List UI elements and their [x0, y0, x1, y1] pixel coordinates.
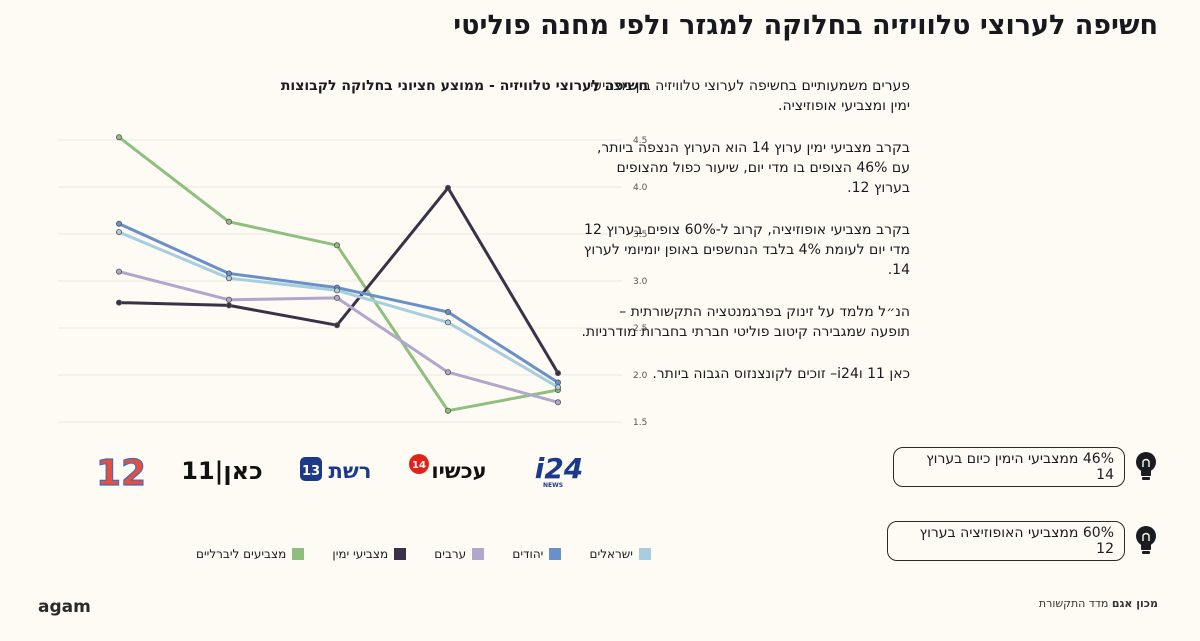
legend-label: מצביעים ליברליים: [196, 547, 287, 561]
data-point: [333, 287, 340, 294]
channel-logo-now14: 14 עכשיו: [409, 454, 487, 483]
data-point: [444, 184, 451, 191]
legend-swatch: [292, 548, 305, 560]
data-point: [333, 294, 340, 301]
series-4: [116, 229, 562, 391]
brand-logo: agam: [38, 597, 91, 617]
lightbulb-icon: [1136, 526, 1156, 554]
channel-logo-kan11: כאן|11: [181, 457, 262, 485]
insight-paragraph: פערים משמעותיים בחשיפה לערוצי טלוויזיה ב…: [590, 78, 910, 114]
insights-text: פערים משמעותיים בחשיפה לערוצי טלוויזיה ב…: [580, 76, 910, 406]
footer-org: מכון אגם: [1111, 597, 1158, 610]
data-point: [116, 299, 123, 306]
data-point: [555, 370, 562, 377]
data-point: [116, 134, 123, 141]
footer-product: מדד התקשורת: [1038, 597, 1109, 610]
legend-label: ערבים: [434, 547, 467, 561]
y-tick-label: 4.5: [633, 136, 647, 146]
data-point: [444, 407, 451, 414]
data-point: [555, 399, 562, 406]
reshet13-badge-shape: [300, 457, 322, 481]
legend-item: מצביעי ימין: [332, 547, 407, 561]
footer-credit: מכון אגם מדד התקשורת: [1039, 597, 1158, 610]
callout-right-voters-14: 46% ממצביעי הימין כיום בערוץ 14: [893, 447, 1125, 487]
legend-item: ערבים: [434, 547, 485, 561]
data-point: [444, 369, 451, 376]
insight-paragraph: בקרב מצביעי אופוזיציה, קרוב ל-60% צופים …: [583, 222, 910, 278]
chart-legend: מצביעים ליברליים מצביעי ימין ערבים יהודי…: [196, 547, 651, 561]
data-point: [116, 220, 123, 227]
data-point: [225, 296, 232, 303]
lightbulb-icon: [1136, 452, 1156, 480]
data-point: [225, 218, 232, 225]
legend-item: יהודים: [512, 547, 562, 561]
callout-text: 60% ממצביעי האופוזיציה בערוץ 12: [919, 525, 1114, 557]
series-line: [118, 136, 559, 413]
insight-paragraph: הנ״ל מלמד על זינוק בפרגמנטציה התקשורתית …: [581, 304, 910, 340]
series-1: [116, 184, 562, 377]
y-tick-label: 2.0: [633, 371, 648, 381]
page-title: חשיפה לערוצי טלוויזיה בחלוקה למגזר ולפי …: [453, 10, 1158, 41]
data-point: [333, 242, 340, 249]
y-tick-label: 3.5: [633, 230, 647, 240]
insight-paragraph: בקרב מצביעי ימין ערוץ 14 הוא הערוץ הנצפה…: [596, 140, 910, 196]
channel-logo-i24-text: i24: [535, 452, 584, 485]
now14-badge-number: 14: [412, 460, 426, 471]
channel-logo-i24-sub: NEWS: [543, 482, 563, 489]
legend-label: יהודים: [512, 547, 544, 561]
legend-item: ישראלים: [590, 547, 651, 561]
callout-opposition-voters-12: 60% ממצביעי האופוזיציה בערוץ 12: [887, 521, 1125, 561]
data-point: [444, 308, 451, 315]
series-line: [118, 230, 559, 389]
channel-logo-i24: i24 NEWS: [535, 452, 584, 489]
y-axis: 1.5 2.0 2.5 3.0 3.5 4.0 4.5: [633, 136, 648, 428]
legend-swatch: [549, 548, 562, 560]
data-point: [444, 319, 451, 326]
data-point: [333, 322, 340, 329]
legend-swatch: [472, 548, 485, 560]
insight-paragraph: כאן 11 וi24– זוכים לקונצנזוס הגבוה ביותר…: [652, 366, 910, 382]
chart-title: חשיפה לערוצי טלוויזיה - ממוצע חציוני בחל…: [280, 78, 648, 94]
channel-logo-now14-text: עכשיו: [431, 459, 486, 483]
callout-text: 46% ממצביעי הימין כיום בערוץ 14: [926, 451, 1114, 483]
data-point: [116, 268, 123, 275]
series-0: [116, 134, 562, 414]
y-tick-label: 2.5: [633, 324, 647, 334]
legend-label: מצביעי ימין: [332, 547, 389, 561]
channel-logo-12-text: 12: [96, 453, 146, 494]
reshet13-badge-number: 13: [302, 464, 320, 479]
data-point: [225, 302, 232, 309]
legend-label: ישראלים: [589, 547, 633, 561]
y-tick-label: 1.5: [633, 418, 647, 428]
legend-item: מצביעים ליברליים: [196, 547, 305, 561]
now14-badge-shape: [409, 454, 429, 474]
chart-series: [116, 134, 562, 414]
chart-grid: [58, 139, 622, 423]
legend-swatch: [394, 548, 407, 560]
data-point: [116, 229, 123, 236]
channel-logo-reshet13-text: רשת: [329, 459, 372, 483]
legend-swatch: [639, 548, 651, 560]
data-point: [555, 384, 562, 391]
series-2: [116, 268, 562, 406]
channel-logo-reshet13: 13 רשת: [300, 457, 371, 483]
channel-logo-kan11-text: כאן|11: [181, 457, 262, 485]
y-tick-label: 3.0: [633, 277, 648, 287]
y-tick-label: 4.0: [633, 183, 648, 193]
data-point: [225, 275, 232, 282]
channel-logo-12: 12: [95, 452, 146, 494]
